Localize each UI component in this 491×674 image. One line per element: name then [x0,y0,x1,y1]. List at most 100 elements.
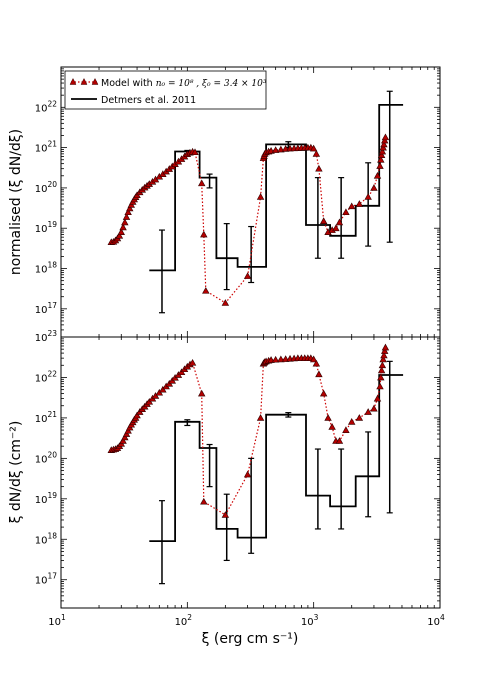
model-marker [115,231,124,239]
detmers-step-line [149,374,404,542]
y-tick-label: 1018 [35,261,58,276]
model-marker [271,146,280,153]
y-tick-label: 1017 [35,301,58,316]
model-marker [378,361,387,369]
model-marker [378,147,387,155]
y-tick-label: 1020 [35,180,58,195]
x-tick-label: 104 [427,613,445,628]
model-marker [188,359,197,366]
model-marker [379,355,387,363]
model-marker [332,224,340,232]
model-marker [373,394,382,402]
model-marker [324,414,332,421]
model-marker [256,414,265,421]
model-marker [121,433,129,441]
model-marker [355,200,364,207]
y-tick-label: 1020 [35,450,58,465]
model-marker [312,359,321,367]
model-marker [315,370,323,378]
model-marker [342,426,350,433]
model-marker [319,217,328,224]
model-marker [122,213,131,220]
y-tick-label: 1022 [35,369,58,384]
model-marker [309,144,318,152]
model-marker [328,423,336,430]
legend-box [64,70,267,110]
model-marker [221,511,230,518]
model-marker [377,151,386,159]
model-marker [243,470,252,478]
model-marker [202,286,210,294]
model-marker [364,193,372,200]
model-marker [364,408,372,415]
model-marker [373,171,382,179]
model-marker [370,404,378,412]
model-marker [200,230,208,238]
model-marker [315,164,323,172]
legend: Model with n₀ = 10⁸ , ξ₀ = 3.4 × 10³ Detm… [64,70,267,110]
model-marker [377,366,386,374]
x-tick-label: 102 [175,613,193,628]
model-marker [133,411,141,419]
model-marker [191,148,199,156]
y-tick-label: 1018 [35,531,58,546]
legend-model-marker [91,77,99,85]
model-marker [309,355,318,363]
detmers-step-line [149,104,404,272]
model-marker [119,437,127,444]
model-marker [256,193,265,200]
legend-detmers-label: Detmers et al. 2011 [101,95,196,106]
model-marker [342,208,350,216]
top-panel: 1017 1018 1019 1020 1021 1022 [35,66,441,338]
model-marker [200,497,208,505]
model-marker [381,343,390,351]
model-marker [159,385,167,393]
y-tick-label: 1023 [35,329,58,344]
model-marker [355,414,364,421]
model-marker [151,392,160,399]
model-marker [319,389,328,397]
y-axis-label-top: normalised (ξ dN/dξ) [8,129,24,275]
model-marker [347,202,356,210]
model-marker [243,272,252,279]
model-marker [312,150,321,157]
model-marker [121,218,129,226]
model-marker [124,426,132,434]
model-marker [335,437,344,444]
model-marker [377,155,385,163]
model-marker [376,382,384,390]
model-marker [379,143,387,151]
model-marker [380,347,389,354]
x-axis-label: ξ (erg cm s⁻¹) [202,631,299,647]
model-marker [124,208,132,216]
model-marker [335,218,344,226]
x-tick-label: 101 [48,613,66,628]
model-marker [381,133,390,141]
model-marker [221,299,230,306]
y-tick-label: 1022 [35,99,58,114]
x-tick-label: 103 [301,613,319,628]
y-axis-label-bottom: ξ dN/dξ (cm⁻²) [8,421,24,524]
model-marker [347,418,356,425]
model-marker [377,373,385,381]
model-marker [117,228,125,235]
model-marker [380,140,388,148]
y-tick-label: 1017 [35,572,58,587]
model-marker [277,145,285,153]
model-marker [119,223,127,231]
legend-model-marker [80,77,88,85]
plot-area [107,90,404,314]
model-marker [198,389,206,397]
y-tick-label: 1019 [35,491,58,506]
legend-model-marker [69,77,77,85]
model-marker [126,204,134,212]
model-marker [271,355,280,363]
y-tick-label: 1021 [35,140,58,155]
y-tick-label: 1019 [35,220,58,235]
model-marker [380,351,388,359]
model-marker [145,397,154,405]
model-marker [277,355,285,363]
model-line [111,137,386,304]
y-tick-label: 1021 [35,410,58,425]
